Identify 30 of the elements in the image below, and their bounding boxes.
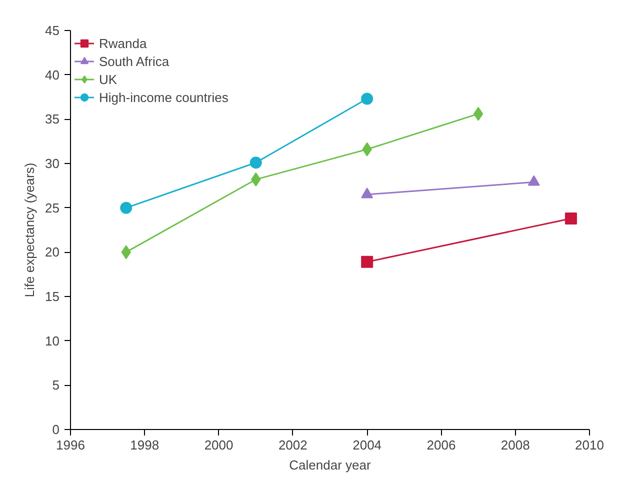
point (473, 106, 484, 121)
x-tick-label: 1996 (56, 438, 85, 452)
point (361, 92, 374, 105)
y-tick-label: 30 (45, 156, 60, 171)
y-tick-label: 0 (52, 422, 60, 437)
y-axis-title: Life expectancy (years) (22, 162, 38, 298)
point (250, 156, 262, 169)
y-tick-label: 45 (45, 23, 60, 38)
x-tick-label: 2006 (426, 438, 456, 452)
legend-label: UK (99, 70, 118, 88)
point (361, 256, 374, 268)
y-tick-label: 15 (45, 289, 60, 304)
legend-label: High-income countries (99, 88, 228, 106)
x-tick-label: 1998 (130, 438, 160, 452)
x-tick-label: 2002 (278, 438, 308, 452)
y-tick-label: 25 (45, 200, 60, 216)
x-tick-label: 2010 (575, 438, 604, 452)
x-tick-label: 2008 (500, 438, 530, 452)
x-tick-label: 2004 (352, 438, 382, 452)
point (120, 202, 132, 214)
legend-label: South Africa (99, 52, 170, 70)
y-tick-label: 35 (45, 112, 60, 127)
x-axis-title: Calendar year (289, 458, 372, 472)
y-tick-label: 20 (45, 244, 60, 260)
y-tick-label: 40 (45, 67, 60, 82)
x-tick-label: 2000 (204, 438, 234, 452)
y-tick-label: 5 (52, 378, 60, 393)
legend-label: Rwanda (99, 34, 147, 52)
y-tick-label: 10 (45, 333, 60, 348)
point (564, 212, 577, 224)
